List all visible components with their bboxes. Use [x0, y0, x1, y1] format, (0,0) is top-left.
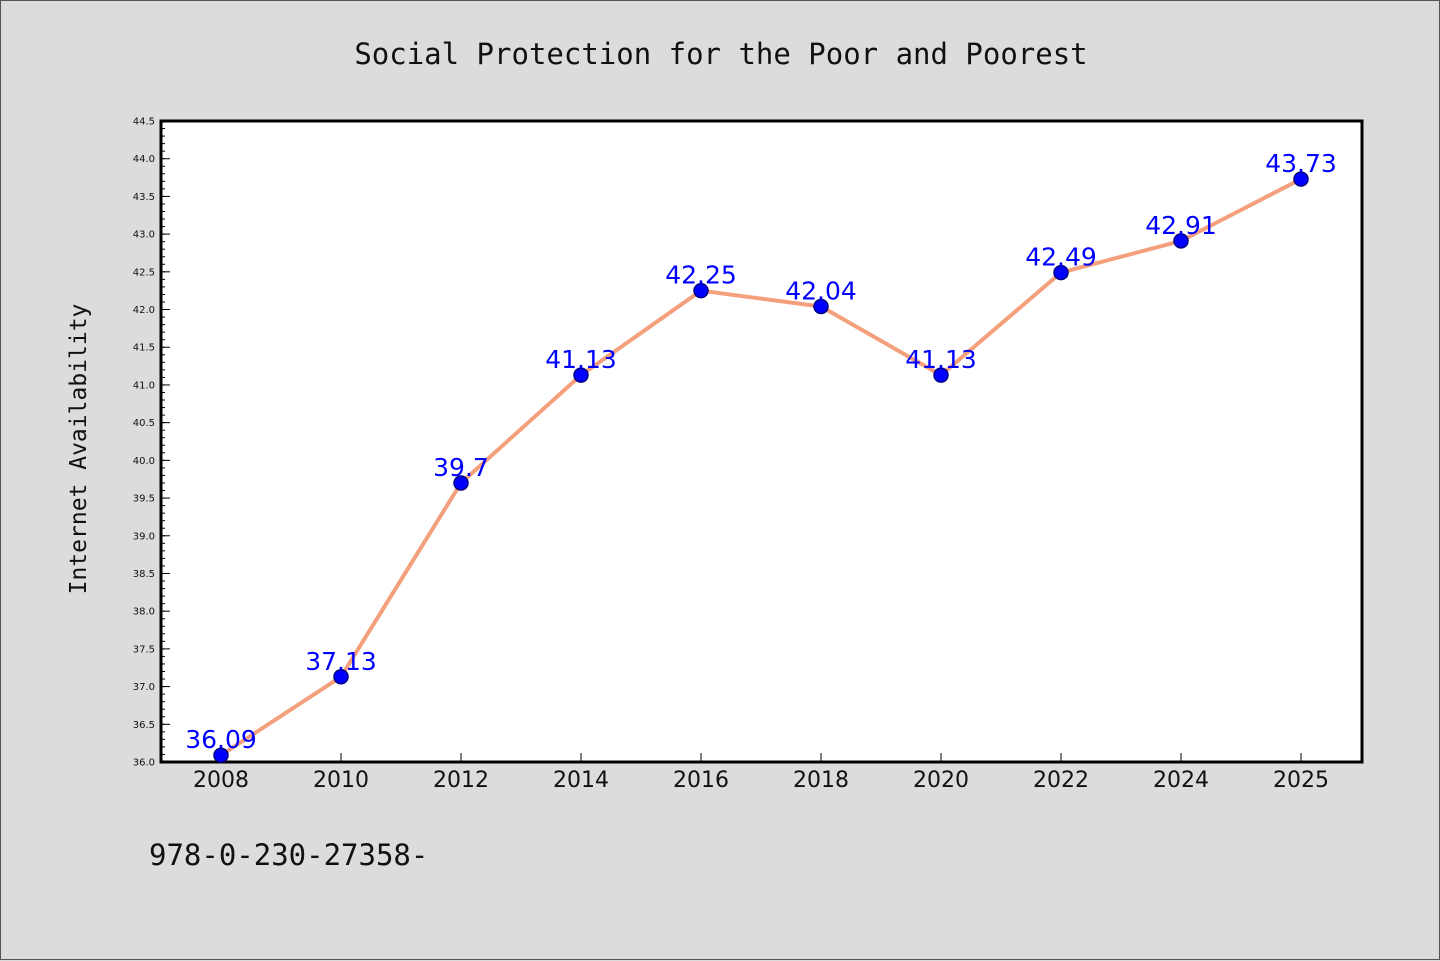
y-axis: 36.0 36.5 37.0 37.5 38.0 38.5 39.0 39.5 40.0 40.5…	[133, 117, 170, 769]
data-point	[453, 475, 469, 491]
footer-isbn-text: 978-0-230-27358-	[149, 838, 428, 872]
chart-title: Social Protection for the Poor and Poore…	[354, 37, 1087, 71]
data-label: 42.04	[785, 277, 857, 306]
data-label: 42.49	[1025, 243, 1097, 272]
x-tick-label: 2025	[1273, 768, 1329, 793]
data-point	[1173, 233, 1189, 249]
data-point	[573, 367, 589, 383]
data-label: 42.25	[665, 261, 737, 290]
y-tick-label: 39.0	[133, 531, 155, 542]
y-axis-label: Internet Availability	[66, 304, 92, 595]
y-tick-label: 36.5	[133, 720, 155, 731]
x-tick-label: 2016	[673, 768, 729, 793]
y-tick-label: 37.5	[133, 644, 155, 655]
y-tick-label: 39.5	[133, 494, 155, 505]
y-tick-label: 40.0	[133, 456, 155, 467]
data-label: 39.7	[433, 453, 489, 482]
y-tick-label: 43.0	[133, 230, 155, 241]
x-tick-label: 2010	[313, 768, 369, 793]
x-tick-label: 2022	[1033, 768, 1089, 793]
data-point	[333, 669, 349, 685]
x-tick-label: 2008	[193, 768, 249, 793]
y-tick-label: 43.5	[133, 192, 155, 203]
data-label: 37.13	[305, 647, 377, 676]
data-point	[1293, 171, 1309, 187]
y-tick-label: 36.0	[133, 758, 155, 769]
data-point	[933, 367, 949, 383]
data-label: 41.13	[905, 345, 977, 374]
y-tick-label: 40.5	[133, 418, 155, 429]
data-point	[693, 282, 709, 299]
series-layer	[213, 171, 1309, 763]
data-label: 42.91	[1145, 211, 1217, 240]
series-line	[219, 177, 1302, 757]
y-tick-label: 42.5	[133, 267, 155, 278]
data-labels: 36.09 37.13 39.7 41.13 42.25 42.04 41.13 42.49 4…	[185, 149, 1337, 754]
y-tick-label: 44.0	[133, 154, 155, 165]
data-label: 36.09	[185, 725, 257, 754]
x-tick-label: 2024	[1153, 768, 1209, 793]
y-tick-label: 38.5	[133, 569, 155, 580]
data-label: 43.73	[1265, 149, 1337, 178]
y-tick-label: 38.0	[133, 607, 155, 618]
y-tick-label: 42.0	[133, 305, 155, 316]
x-tick-label: 2012	[433, 768, 489, 793]
data-point	[1053, 264, 1069, 281]
x-tick-label: 2020	[913, 768, 969, 793]
data-point	[213, 747, 229, 763]
x-axis: 2008 2010 2012 2014 2016 2018 2020 2022 2024 2025	[193, 753, 1329, 793]
x-tick-label: 2014	[553, 768, 609, 793]
data-point	[813, 298, 829, 315]
data-label: 41.13	[545, 345, 617, 374]
y-tick-label: 41.0	[133, 380, 155, 391]
y-tick-label: 37.0	[133, 682, 155, 693]
plot-area	[159, 119, 1364, 764]
y-tick-label: 41.5	[133, 343, 155, 354]
x-tick-label: 2018	[793, 768, 849, 793]
y-tick-label: 44.5	[133, 117, 155, 128]
